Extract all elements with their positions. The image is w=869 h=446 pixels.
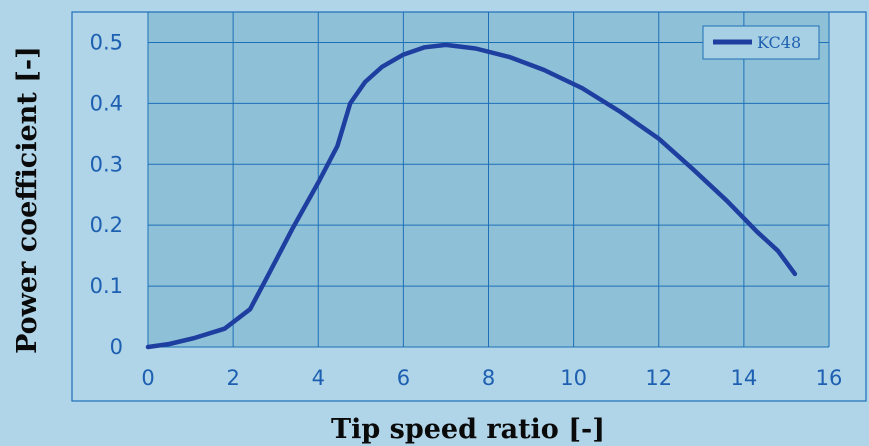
y-axis-title: Power coefficient [-] bbox=[12, 46, 43, 354]
x-tick-label: 10 bbox=[560, 366, 587, 390]
grid bbox=[147, 11, 830, 348]
y-tick-label: 0.1 bbox=[90, 274, 123, 298]
x-tick-label: 4 bbox=[312, 366, 325, 390]
y-tick-label: 0.4 bbox=[90, 91, 123, 115]
y-tick-label: 0.2 bbox=[90, 213, 123, 237]
x-tick-label: 12 bbox=[645, 366, 672, 390]
series-line-kc48 bbox=[145, 42, 798, 350]
x-tick-label: 8 bbox=[482, 366, 495, 390]
x-tick-label: 0 bbox=[141, 366, 154, 390]
legend-label: KC48 bbox=[757, 33, 801, 52]
y-tick-label: 0.5 bbox=[90, 30, 123, 54]
x-tick-label: 14 bbox=[731, 366, 758, 390]
x-tick-label: 6 bbox=[397, 366, 410, 390]
y-tick-label: 0.3 bbox=[90, 152, 123, 176]
tick-labels: 0 2 4 6 8 10 12 14 16 0 0.1 0.2 0.3 0.4 0.5 bbox=[90, 30, 843, 390]
x-tick-label: 16 bbox=[816, 366, 843, 390]
y-tick-label: 0 bbox=[110, 335, 123, 359]
x-axis-title: Tip speed ratio [-] bbox=[331, 414, 605, 445]
x-tick-label: 2 bbox=[226, 366, 239, 390]
legend: KC48 bbox=[702, 25, 820, 60]
plot-border bbox=[71, 11, 867, 402]
